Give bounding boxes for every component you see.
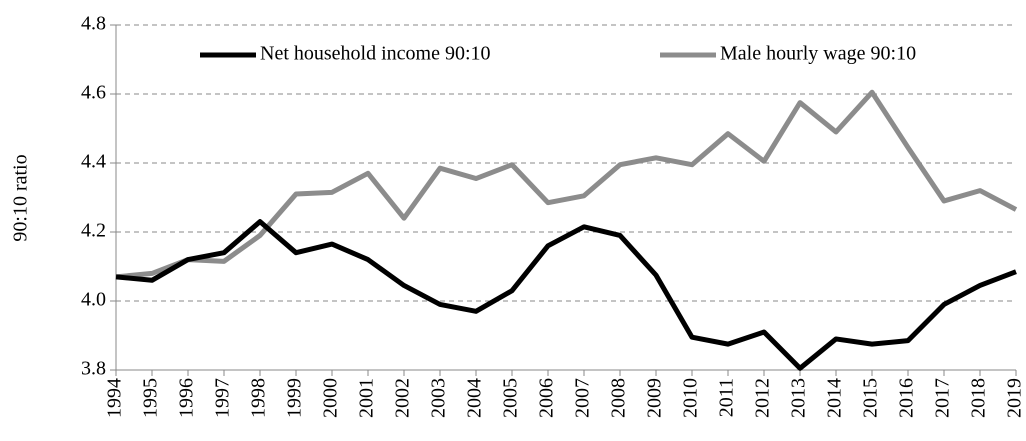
x-tick-label: 2007 — [572, 378, 594, 418]
series-line — [115, 219, 1017, 371]
y-tick-label: 4.4 — [81, 151, 106, 173]
x-tick-label: 2014 — [824, 378, 846, 418]
y-tick-label: 4.6 — [81, 82, 106, 104]
x-tick-label: 2000 — [320, 378, 342, 418]
x-tick-label: 1998 — [248, 378, 270, 418]
x-tick-label: 1995 — [140, 378, 162, 418]
legend-label: Net household income 90:10 — [260, 43, 491, 65]
x-tick-label: 2004 — [464, 378, 486, 418]
x-tick-label: 2017 — [932, 378, 954, 418]
x-tick-label: 2009 — [644, 378, 666, 418]
x-tick-label: 2005 — [500, 378, 522, 418]
x-tick-label: 2012 — [752, 378, 774, 418]
x-tick-label: 2006 — [536, 378, 558, 418]
y-axis-label: 90:10 ratio — [10, 154, 32, 241]
y-tick-label: 4.0 — [81, 289, 106, 311]
legend-label: Male hourly wage 90:10 — [720, 43, 916, 65]
x-tick-label: 2013 — [788, 378, 810, 418]
x-tick-label: 2008 — [608, 378, 630, 418]
x-tick-label: 1999 — [284, 378, 306, 418]
x-tick-label: 2011 — [716, 378, 738, 417]
x-tick-label: 2018 — [968, 378, 990, 418]
x-tick-label: 2003 — [428, 378, 450, 418]
x-tick-label: 1994 — [104, 378, 126, 418]
x-tick-label: 2019 — [1004, 378, 1026, 418]
series-line — [115, 89, 1018, 280]
y-tick-label: 4.2 — [81, 220, 106, 242]
x-tick-label: 2015 — [860, 378, 882, 418]
y-tick-label: 4.8 — [81, 13, 106, 35]
x-tick-label: 2002 — [392, 378, 414, 418]
x-tick-label: 2010 — [680, 378, 702, 418]
y-tick-label: 3.8 — [81, 358, 106, 380]
x-tick-label: 1997 — [212, 378, 234, 418]
x-tick-label: 1996 — [176, 378, 198, 418]
x-tick-label: 2001 — [356, 378, 378, 418]
x-tick-label: 2016 — [896, 378, 918, 418]
